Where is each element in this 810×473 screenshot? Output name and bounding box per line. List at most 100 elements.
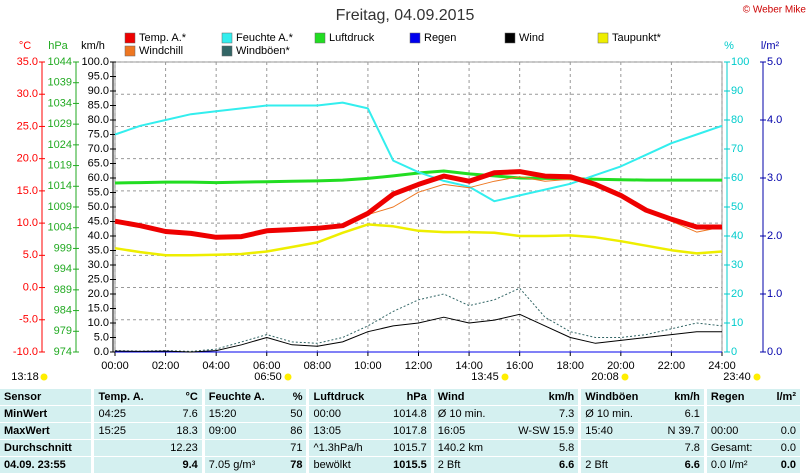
y-tick-label: 40 — [731, 230, 743, 242]
y-tick-label: 4.0 — [767, 114, 782, 126]
y-tick-label: 0 — [731, 346, 737, 358]
sun-icon — [502, 374, 509, 381]
y-tick-label: 0.0 — [767, 346, 782, 358]
table-cell: 12.23 — [159, 440, 204, 457]
table-cell — [203, 440, 282, 457]
time-note: 13:45 — [471, 371, 499, 383]
y-tick-label: 90 — [731, 85, 743, 97]
y-tick-label: 10.0 — [88, 317, 109, 329]
y-tick-label: 50 — [731, 201, 743, 213]
y-tick-label: 15.0 — [17, 185, 38, 197]
y-tick-label: 1029 — [48, 118, 72, 130]
table-cell: 7.8 — [655, 440, 705, 457]
y-tick-label: 85.0 — [88, 99, 109, 111]
legend-swatch — [222, 33, 232, 43]
y-tick-label: 1014 — [48, 180, 72, 192]
x-tick-label: 10:00 — [354, 360, 382, 372]
y-tick-label: 10 — [731, 317, 743, 329]
y-tick-label: 5.0 — [23, 249, 38, 261]
y-tick-label: 0.0 — [23, 281, 38, 293]
table-cell: MaxWert — [0, 423, 93, 440]
table-cell: 1017.8 — [380, 423, 432, 440]
legend-swatch — [410, 33, 420, 43]
table-cell: 00:00 — [308, 406, 380, 423]
table-cell: 140.2 km — [432, 440, 501, 457]
table-cell: l/m² — [767, 389, 800, 406]
legend-swatch — [222, 46, 232, 56]
table-cell: Luftdruck — [308, 389, 380, 406]
table-cell — [93, 440, 159, 457]
y-tick-label: 35.0 — [88, 244, 109, 256]
y-tick-label: 30.0 — [88, 259, 109, 271]
sun-icon — [285, 374, 292, 381]
table-cell: km/h — [655, 389, 705, 406]
table-cell: Ø 10 min. — [580, 406, 655, 423]
axis-unit: °C — [19, 40, 31, 52]
table-cell: 16:05 — [432, 423, 501, 440]
table-cell: 09:00 — [203, 423, 282, 440]
table-cell: 15:20 — [203, 406, 282, 423]
table-cell: Durchschnitt — [0, 440, 93, 457]
x-tick-label: 08:00 — [304, 360, 332, 372]
legend-label: Taupunkt* — [612, 32, 662, 44]
y-tick-label: 75.0 — [88, 128, 109, 140]
y-tick-label: 15.0 — [88, 302, 109, 314]
time-note: 20:08 — [591, 371, 619, 383]
y-tick-label: 50.0 — [88, 201, 109, 213]
y-tick-label: 60.0 — [88, 172, 109, 184]
y-tick-label: 30.0 — [17, 88, 38, 100]
legend-swatch — [598, 33, 608, 43]
legend-swatch — [125, 33, 135, 43]
y-tick-label: 70.0 — [88, 143, 109, 155]
table-cell: Wind — [432, 389, 501, 406]
legend-label: Luftdruck — [329, 32, 375, 44]
legend-label: Feuchte A.* — [236, 32, 294, 44]
y-tick-label: 35.0 — [17, 56, 38, 68]
y-tick-label: 1019 — [48, 159, 72, 171]
y-tick-label: 80.0 — [88, 114, 109, 126]
table-cell: Ø 10 min. — [432, 406, 501, 423]
y-tick-label: 25.0 — [88, 273, 109, 285]
y-tick-label: 1034 — [48, 97, 72, 109]
table-cell: 1015.7 — [380, 440, 432, 457]
y-tick-label: 1004 — [48, 222, 72, 234]
table-cell: MinWert — [0, 406, 93, 423]
y-tick-label: 1039 — [48, 77, 72, 89]
table-cell: 13:05 — [308, 423, 380, 440]
x-tick-label: 18:00 — [556, 360, 584, 372]
y-tick-label: 10.0 — [17, 217, 38, 229]
table-cell: 50 — [282, 406, 308, 423]
time-note: 06:50 — [254, 371, 282, 383]
time-note: 23:40 — [723, 371, 751, 383]
table-cell — [580, 440, 655, 457]
table-cell: 6.1 — [655, 406, 705, 423]
y-tick-label: -10.0 — [13, 346, 38, 358]
y-tick-label: 1009 — [48, 201, 72, 213]
table-cell — [767, 406, 800, 423]
y-tick-label: 0.0 — [94, 346, 109, 358]
sun-icon — [622, 374, 629, 381]
table-cell: 00:00 — [705, 423, 766, 440]
x-tick-label: 04:00 — [202, 360, 230, 372]
y-tick-label: 999 — [54, 242, 72, 254]
table-cell: 0.0 — [767, 423, 800, 440]
table-cell: hPa — [380, 389, 432, 406]
table-cell: 5.8 — [501, 440, 580, 457]
table-cell: 15:25 — [93, 423, 159, 440]
legend-swatch — [315, 33, 325, 43]
table-cell — [705, 406, 766, 423]
x-tick-label: 12:00 — [405, 360, 433, 372]
legend-label: Windböen* — [236, 45, 291, 57]
y-tick-label: 20.0 — [17, 153, 38, 165]
y-tick-label: 70 — [731, 143, 743, 155]
legend-label: Windchill — [139, 45, 183, 57]
chart-title: Freitag, 04.09.2015 — [336, 7, 475, 24]
y-tick-label: 1044 — [48, 56, 72, 68]
y-tick-label: 994 — [54, 263, 72, 275]
y-tick-label: 1024 — [48, 139, 72, 151]
